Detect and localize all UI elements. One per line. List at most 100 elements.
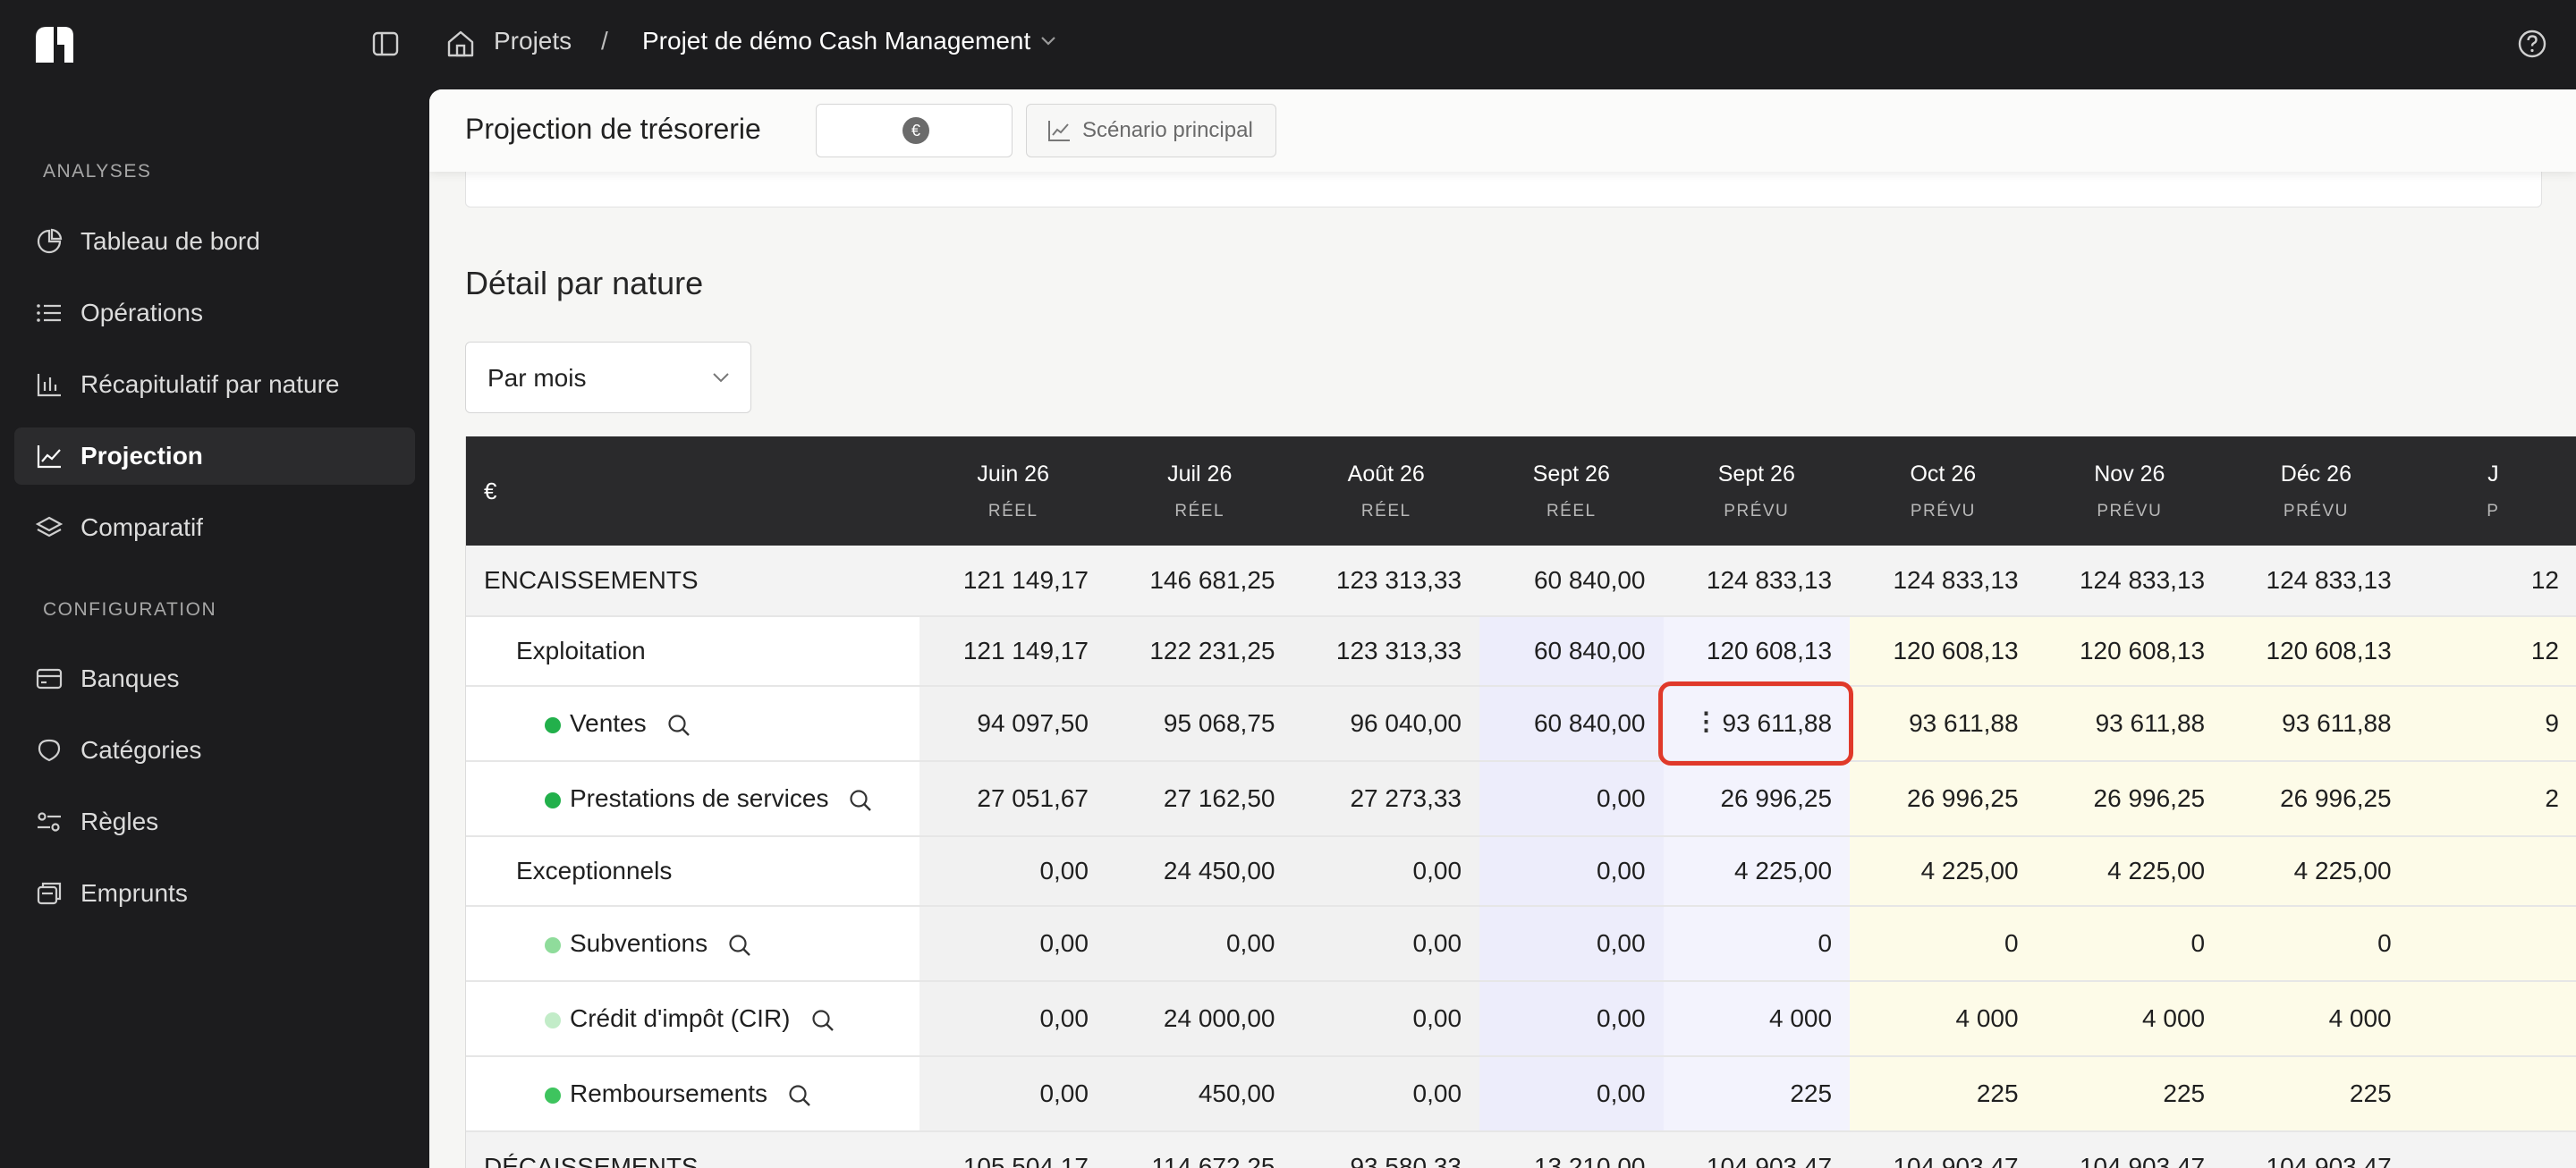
table-cell[interactable]: 0,00 bbox=[919, 981, 1106, 1057]
table-cell[interactable]: 4 225,00 bbox=[1663, 836, 1851, 907]
column-header[interactable]: Oct 26 PRÉVU bbox=[1850, 436, 2037, 546]
table-cell[interactable]: 123 313,33 bbox=[1292, 616, 1480, 687]
app-logo[interactable] bbox=[34, 25, 75, 64]
table-cell[interactable]: 24 000,00 bbox=[1106, 981, 1293, 1057]
table-cell[interactable]: 4 000 bbox=[1663, 981, 1851, 1057]
table-cell[interactable]: 12 bbox=[2409, 616, 2576, 687]
table-cell[interactable]: 225 bbox=[1663, 1056, 1851, 1132]
table-cell[interactable]: 0,00 bbox=[1479, 836, 1664, 907]
column-header[interactable]: Nov 26 PRÉVU bbox=[2036, 436, 2224, 546]
table-cell[interactable]: 26 996,25 bbox=[1663, 761, 1851, 837]
table-cell[interactable]: 93 611,88 bbox=[2036, 686, 2224, 762]
table-cell[interactable]: 96 040,00 bbox=[1292, 686, 1480, 762]
table-cell[interactable]: 225 bbox=[2223, 1056, 2410, 1132]
table-cell[interactable]: 124 833,13 bbox=[2036, 546, 2224, 617]
table-cell[interactable]: 0 bbox=[2036, 906, 2224, 982]
table-cell[interactable]: 120 608,13 bbox=[2036, 616, 2224, 687]
table-cell[interactable]: 104 903,47 bbox=[2223, 1131, 2410, 1168]
table-cell[interactable]: 4 225,00 bbox=[2223, 836, 2410, 907]
sidebar-item-recapitulatif[interactable]: Récapitulatif par nature bbox=[14, 356, 415, 413]
table-cell[interactable]: 120 608,13 bbox=[1850, 616, 2037, 687]
table-cell[interactable]: 13 210,00 bbox=[1479, 1131, 1664, 1168]
table-cell[interactable]: 94 097,50 bbox=[919, 686, 1106, 762]
table-cell[interactable]: 121 149,17 bbox=[919, 546, 1106, 617]
scenario-button[interactable]: Scénario principal bbox=[1026, 104, 1276, 157]
search-icon[interactable] bbox=[727, 933, 752, 958]
table-cell[interactable] bbox=[2409, 981, 2576, 1057]
row-label[interactable]: Exploitation bbox=[466, 616, 920, 687]
sidebar-item-emprunts[interactable]: Emprunts bbox=[14, 865, 415, 922]
table-cell[interactable]: 26 996,25 bbox=[2223, 761, 2410, 837]
row-label[interactable]: Exceptionnels bbox=[466, 836, 920, 907]
table-cell[interactable]: 27 162,50 bbox=[1106, 761, 1293, 837]
search-icon[interactable] bbox=[787, 1083, 812, 1108]
table-cell[interactable]: 120 608,13 bbox=[2223, 616, 2410, 687]
table-cell[interactable]: 124 833,13 bbox=[1850, 546, 2037, 617]
table-cell[interactable]: 9 bbox=[2409, 686, 2576, 762]
table-cell[interactable]: 0,00 bbox=[1479, 1056, 1664, 1132]
row-label[interactable]: Crédit d'impôt (CIR) bbox=[466, 981, 920, 1057]
table-cell[interactable]: 225 bbox=[1850, 1056, 2037, 1132]
table-cell[interactable]: 121 149,17 bbox=[919, 616, 1106, 687]
sidebar-item-operations[interactable]: Opérations bbox=[14, 284, 415, 342]
table-cell[interactable]: 114 672,25 bbox=[1106, 1131, 1293, 1168]
column-header[interactable]: Déc 26 PRÉVU bbox=[2223, 436, 2410, 546]
table-cell[interactable]: 95 068,75 bbox=[1106, 686, 1293, 762]
column-header[interactable]: Août 26 RÉEL bbox=[1292, 436, 1480, 546]
table-cell[interactable]: 123 313,33 bbox=[1292, 546, 1480, 617]
table-cell[interactable]: 93 611,88 ⋮ bbox=[1657, 681, 1854, 766]
table-cell[interactable]: 0 bbox=[1850, 906, 2037, 982]
table-cell[interactable]: 93 580,33 bbox=[1292, 1131, 1480, 1168]
search-icon[interactable] bbox=[666, 713, 691, 738]
sidebar-toggle-icon[interactable] bbox=[372, 30, 399, 57]
sidebar-item-regles[interactable]: Règles bbox=[14, 793, 415, 851]
table-cell[interactable]: 4 225,00 bbox=[1850, 836, 2037, 907]
table-cell[interactable]: 0,00 bbox=[1479, 981, 1664, 1057]
sidebar-item-projection[interactable]: Projection bbox=[14, 427, 415, 485]
table-cell[interactable]: 0,00 bbox=[1479, 906, 1664, 982]
table-cell[interactable]: 26 996,25 bbox=[2036, 761, 2224, 837]
help-icon[interactable] bbox=[2517, 29, 2547, 59]
table-cell[interactable]: 60 840,00 bbox=[1479, 616, 1664, 687]
table-cell[interactable]: 60 840,00 bbox=[1479, 686, 1664, 762]
table-cell[interactable]: 26 996,25 bbox=[1850, 761, 2037, 837]
column-header[interactable]: Juil 26 RÉEL bbox=[1106, 436, 1293, 546]
period-select[interactable]: Par mois bbox=[465, 342, 751, 413]
row-label[interactable]: Ventes bbox=[466, 686, 920, 762]
table-cell[interactable]: 120 608,13 bbox=[1663, 616, 1851, 687]
column-header[interactable]: Juin 26 RÉEL bbox=[919, 436, 1106, 546]
table-cell[interactable]: 225 bbox=[2036, 1056, 2224, 1132]
search-icon[interactable] bbox=[848, 788, 873, 813]
table-cell[interactable]: 93 611,88 bbox=[2223, 686, 2410, 762]
table-cell[interactable]: 0,00 bbox=[1292, 906, 1480, 982]
table-cell[interactable]: 104 903,47 bbox=[2036, 1131, 2224, 1168]
table-cell[interactable]: 0,00 bbox=[919, 836, 1106, 907]
breadcrumb-projets[interactable]: Projets bbox=[494, 27, 572, 55]
breadcrumb-project-selector[interactable]: Projet de démo Cash Management bbox=[642, 27, 1057, 55]
table-cell[interactable]: 4 000 bbox=[2036, 981, 2224, 1057]
row-label[interactable]: ENCAISSEMENTS bbox=[466, 546, 920, 617]
sidebar-item-comparatif[interactable]: Comparatif bbox=[14, 499, 415, 556]
row-label[interactable]: Remboursements bbox=[466, 1056, 920, 1132]
table-cell[interactable]: 24 450,00 bbox=[1106, 836, 1293, 907]
table-cell[interactable]: 4 000 bbox=[2223, 981, 2410, 1057]
table-cell[interactable]: 124 833,13 bbox=[1663, 546, 1851, 617]
kebab-menu-icon[interactable]: ⋮ bbox=[1693, 707, 1719, 735]
sidebar-item-banques[interactable]: Banques bbox=[14, 650, 415, 707]
table-cell[interactable]: 60 840,00 bbox=[1479, 546, 1664, 617]
table-cell[interactable]: 0,00 bbox=[919, 1056, 1106, 1132]
search-icon[interactable] bbox=[810, 1008, 835, 1033]
home-icon[interactable] bbox=[445, 29, 476, 59]
column-header[interactable]: Sept 26 RÉEL bbox=[1479, 436, 1664, 546]
sidebar-item-categories[interactable]: Catégories bbox=[14, 722, 415, 779]
table-cell[interactable]: 27 051,67 bbox=[919, 761, 1106, 837]
table-cell[interactable]: 104 903,47 bbox=[1850, 1131, 2037, 1168]
table-cell[interactable]: 0 bbox=[1663, 906, 1851, 982]
column-header[interactable]: Sept 26 PRÉVU bbox=[1663, 436, 1851, 546]
table-cell[interactable]: 0,00 bbox=[1292, 1056, 1480, 1132]
table-cell[interactable] bbox=[2409, 906, 2576, 982]
table-cell[interactable]: 124 833,13 bbox=[2223, 546, 2410, 617]
currency-selector[interactable]: € bbox=[816, 104, 1013, 157]
table-cell[interactable] bbox=[2409, 1131, 2576, 1168]
table-cell[interactable]: 0,00 bbox=[919, 906, 1106, 982]
